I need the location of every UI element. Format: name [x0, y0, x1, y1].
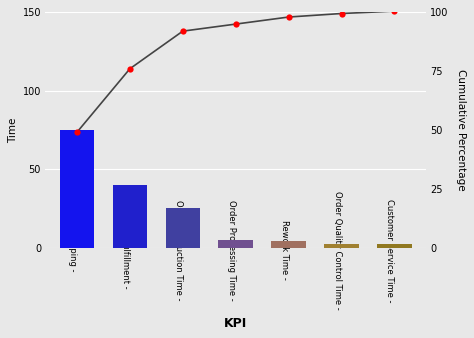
Bar: [219, 240, 253, 247]
Bar: [272, 241, 306, 247]
Bar: [377, 244, 411, 247]
Bar: [60, 130, 94, 247]
Y-axis label: Cumulative Percentage: Cumulative Percentage: [456, 69, 465, 191]
Bar: [324, 244, 359, 247]
X-axis label: KPI: KPI: [224, 317, 247, 330]
Bar: [165, 208, 200, 247]
Bar: [113, 185, 147, 247]
Y-axis label: Time: Time: [9, 117, 18, 143]
